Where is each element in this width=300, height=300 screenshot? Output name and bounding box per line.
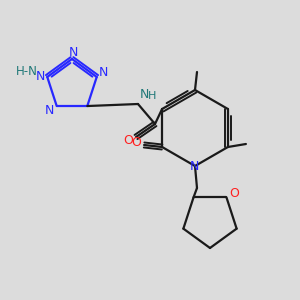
Text: N: N: [45, 103, 54, 116]
Text: H-N: H-N: [16, 65, 38, 79]
Text: O: O: [131, 136, 141, 149]
Text: O: O: [123, 134, 133, 146]
Text: N: N: [189, 160, 199, 173]
Text: N: N: [99, 67, 108, 80]
Text: N: N: [36, 70, 45, 83]
Text: N: N: [139, 88, 149, 101]
Text: N: N: [68, 46, 78, 59]
Text: H: H: [148, 91, 156, 101]
Text: O: O: [230, 187, 239, 200]
